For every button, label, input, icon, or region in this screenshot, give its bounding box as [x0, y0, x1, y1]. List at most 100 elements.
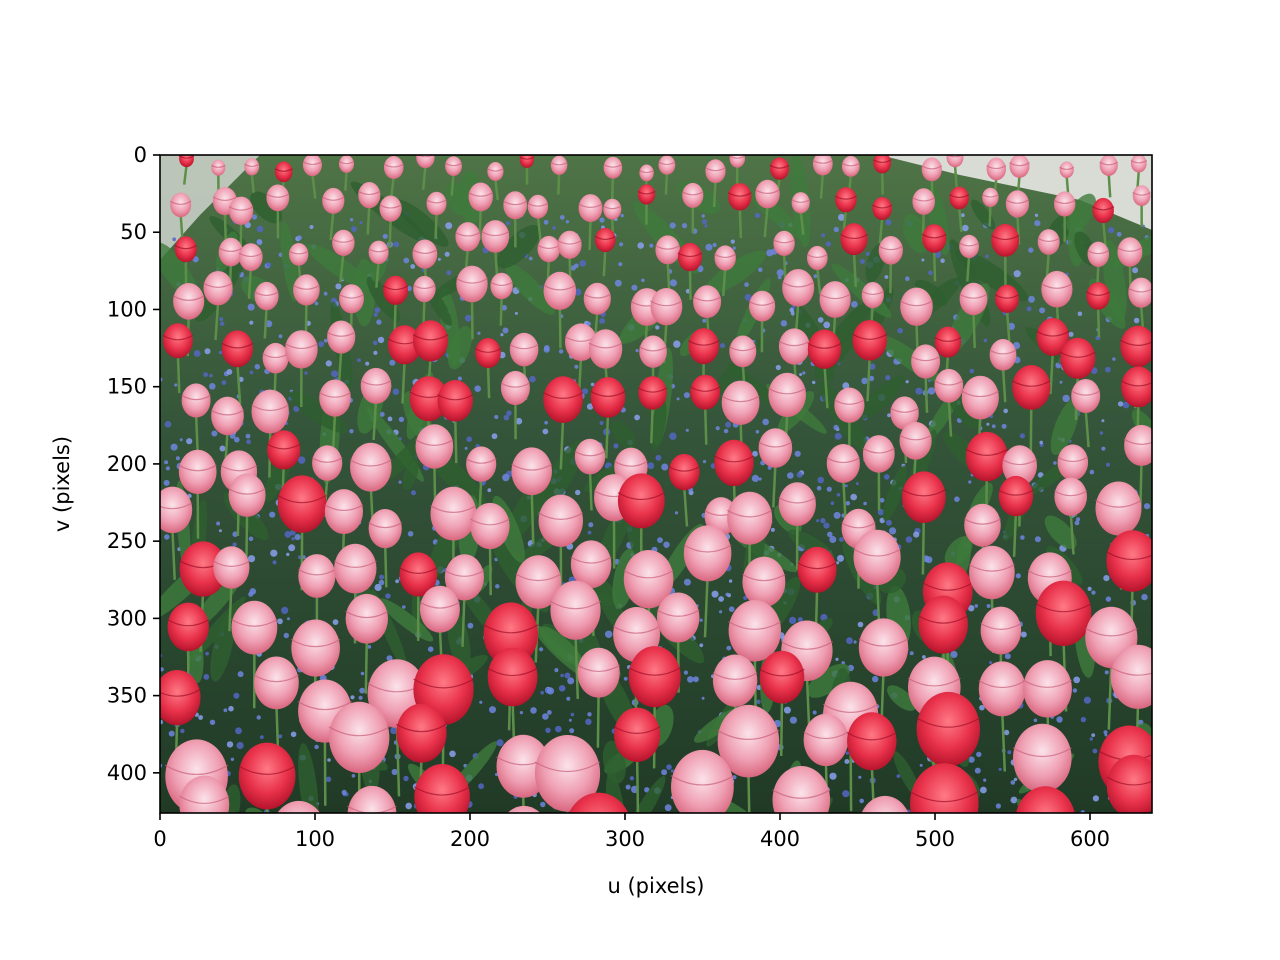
forget-me-not: [655, 454, 662, 461]
tulip: [778, 482, 817, 526]
tulip: [174, 236, 198, 263]
forget-me-not: [865, 251, 870, 256]
forget-me-not: [974, 604, 979, 608]
forget-me-not: [331, 370, 338, 378]
axes-frame: [159, 154, 1153, 814]
tulip: [382, 275, 409, 305]
forget-me-not: [983, 338, 988, 343]
forget-me-not: [980, 786, 987, 794]
forget-me-not: [853, 640, 857, 644]
leaf: [711, 795, 791, 813]
tulip: [483, 602, 539, 667]
forget-me-not: [379, 411, 385, 417]
forget-me-not: [566, 696, 571, 701]
forget-me-not: [529, 375, 536, 383]
leaf: [1044, 515, 1077, 550]
forget-me-not: [411, 490, 416, 496]
tulip: [413, 764, 471, 813]
tulip: [412, 239, 438, 269]
tulip-stem: [721, 268, 727, 296]
forget-me-not: [165, 466, 170, 471]
tulip: [1123, 424, 1152, 466]
tulip-stem: [605, 413, 610, 459]
tulip: [1012, 723, 1072, 793]
forget-me-not: [175, 456, 180, 461]
tulip: [705, 159, 727, 184]
forget-me-not: [1034, 220, 1041, 227]
forget-me-not: [248, 591, 254, 597]
forget-me-not: [842, 382, 850, 390]
tulip: [692, 285, 722, 319]
forget-me-not: [256, 715, 261, 720]
forget-me-not: [398, 416, 405, 423]
forget-me-not: [919, 763, 923, 767]
forget-me-not: [479, 700, 483, 704]
tulip: [773, 230, 796, 256]
forget-me-not: [1033, 718, 1038, 723]
forget-me-not: [248, 536, 254, 542]
tulip: [639, 164, 655, 182]
y-tick-label: 150: [107, 375, 147, 399]
leaf: [944, 536, 973, 567]
tulip: [379, 195, 403, 222]
tulip: [754, 179, 780, 209]
tulip-stem: [524, 860, 526, 927]
tulip: [1092, 197, 1115, 224]
tulip: [769, 157, 790, 180]
tulip: [742, 556, 786, 608]
forget-me-not: [496, 739, 504, 747]
tulip: [502, 191, 528, 220]
forget-me-not: [1103, 575, 1110, 582]
forget-me-not: [851, 301, 858, 308]
tulip: [415, 424, 454, 469]
x-axis-label: u (pixels): [607, 874, 704, 898]
forget-me-not: [291, 537, 295, 541]
forget-me-not: [968, 756, 975, 763]
forget-me-not: [193, 350, 201, 357]
tulip: [912, 188, 936, 215]
forget-me-not: [1028, 295, 1035, 303]
tulip: [570, 540, 612, 589]
tulip: [681, 182, 704, 208]
forget-me-not: [802, 371, 806, 375]
forget-me-not: [726, 645, 732, 651]
forget-me-not: [845, 751, 850, 755]
tulip-stem: [842, 479, 847, 522]
forget-me-not: [203, 372, 209, 377]
y-axis-label: v (pixels): [50, 436, 74, 532]
tulip: [160, 670, 201, 726]
forget-me-not: [1019, 433, 1025, 439]
tulip-stem: [666, 261, 671, 294]
forget-me-not: [1026, 306, 1032, 312]
tulip-stem: [559, 418, 565, 470]
tulip: [772, 766, 831, 813]
tulip: [360, 367, 392, 404]
forget-me-not: [701, 696, 705, 700]
forget-me-not: [1112, 357, 1116, 361]
forget-me-not: [374, 583, 382, 592]
forget-me-not: [281, 606, 289, 615]
forget-me-not: [564, 672, 571, 679]
tulip: [990, 224, 1020, 257]
tulip: [721, 380, 760, 425]
tulip: [1106, 754, 1152, 813]
forget-me-not: [226, 369, 233, 375]
forget-me-not: [389, 359, 396, 366]
forget-me-not: [1020, 535, 1025, 540]
tulip: [803, 713, 849, 767]
x-tick-label: 0: [153, 827, 166, 851]
forget-me-not: [725, 421, 732, 428]
forget-me-not: [542, 428, 549, 435]
tulip: [238, 243, 263, 271]
tulip: [266, 430, 301, 470]
tulip: [712, 654, 758, 707]
forget-me-not: [1087, 586, 1092, 592]
tulip-stem: [635, 756, 640, 813]
tulip: [169, 192, 192, 218]
forget-me-not: [1116, 231, 1122, 237]
forget-me-not: [812, 380, 816, 385]
forget-me-not: [427, 646, 434, 652]
tulip: [670, 749, 735, 813]
tulip-stem: [1069, 512, 1075, 555]
